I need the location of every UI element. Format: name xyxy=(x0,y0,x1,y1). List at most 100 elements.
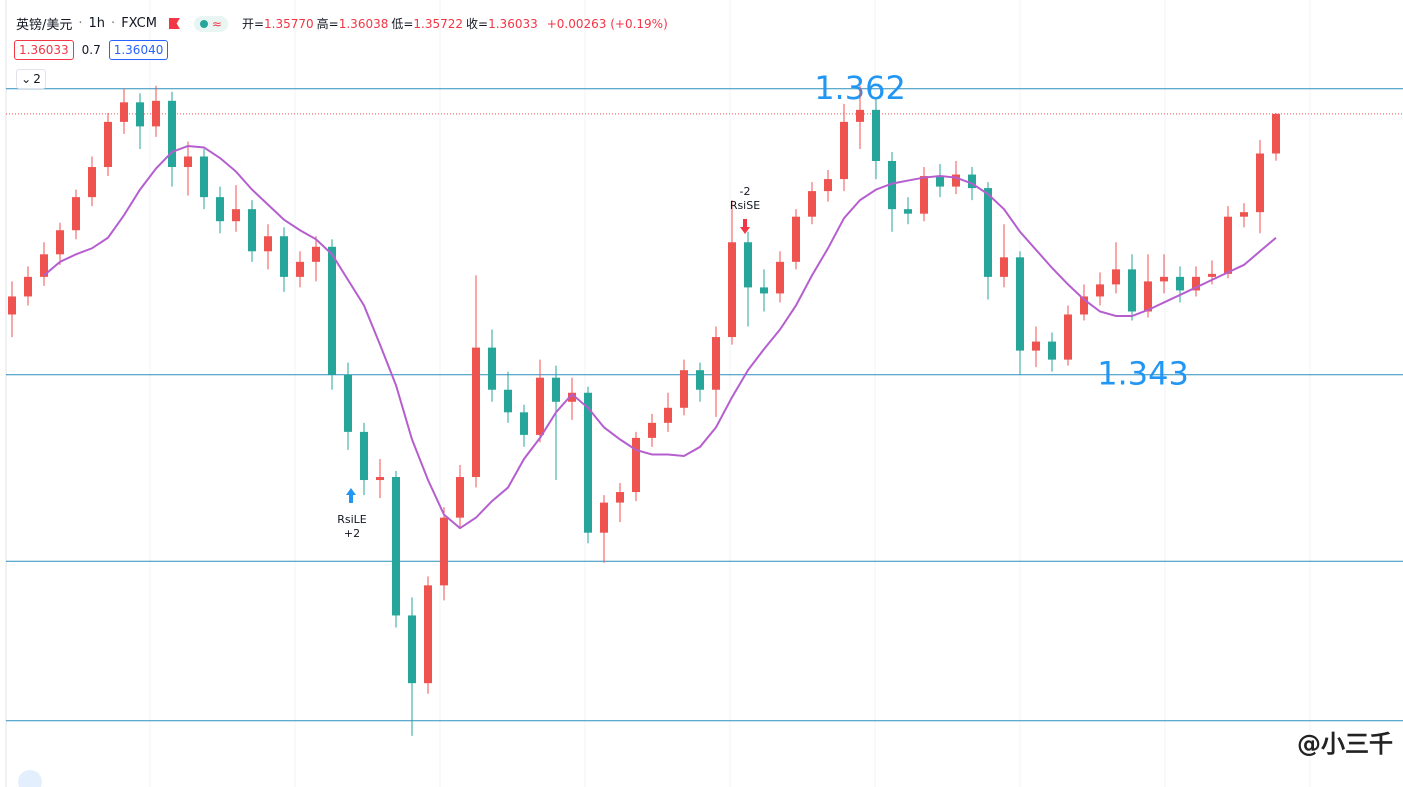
candle-body xyxy=(1176,276,1184,291)
candle-body xyxy=(264,236,272,252)
ohlc-value: 1.36033 xyxy=(488,17,538,31)
candle-body xyxy=(360,431,368,481)
candle-body xyxy=(296,261,304,277)
symbol[interactable]: 英镑/美元 xyxy=(16,18,73,33)
candle-body xyxy=(936,176,944,187)
ohlc-name: 低= xyxy=(391,17,414,31)
candle-body xyxy=(712,337,720,390)
candle-body xyxy=(824,179,832,192)
candle-body xyxy=(696,370,704,390)
candle-body xyxy=(136,102,144,127)
candle-body xyxy=(520,412,528,435)
candle-body xyxy=(632,437,640,493)
candle-body xyxy=(56,230,64,255)
candle-body xyxy=(728,242,736,338)
chevron: ⌄ xyxy=(21,72,32,86)
candle-body xyxy=(680,370,688,408)
candle-body xyxy=(24,276,32,297)
candle-body xyxy=(1256,153,1264,213)
candle-body xyxy=(168,100,176,168)
candle-body xyxy=(472,347,480,478)
candle-body xyxy=(1016,257,1024,351)
source: FXCM xyxy=(121,16,157,31)
candle-body xyxy=(216,197,224,222)
candle-body xyxy=(40,254,48,277)
candle-body xyxy=(920,176,928,214)
candle-body xyxy=(456,477,464,518)
candle-body xyxy=(1208,273,1216,277)
candle-body xyxy=(1160,276,1168,282)
candle-body xyxy=(808,191,816,217)
candle-body xyxy=(888,161,896,210)
ohlc-name: 收= xyxy=(466,17,489,31)
candle-body xyxy=(72,197,80,231)
status-pill[interactable]: ≈ xyxy=(193,15,228,32)
candle-body xyxy=(440,517,448,586)
candle-body xyxy=(616,492,624,503)
candle-body xyxy=(584,392,592,533)
moving-average xyxy=(43,144,1277,530)
candle-body xyxy=(968,174,976,189)
signal-long: RsiLE+2 xyxy=(337,488,367,540)
logo xyxy=(18,770,42,787)
ohlc-name: 高= xyxy=(316,17,339,31)
candle-body xyxy=(1112,269,1120,285)
candle-body xyxy=(904,209,912,214)
collapse-count: 2 xyxy=(33,72,41,86)
candle-body xyxy=(1240,212,1248,217)
candle-body xyxy=(120,102,128,122)
candle-body xyxy=(984,188,992,277)
separator: · xyxy=(78,16,83,31)
flag-icon[interactable] xyxy=(168,18,180,29)
candle-body xyxy=(1224,216,1232,274)
ask-button[interactable]: 1.36040 xyxy=(108,40,169,60)
ohlc: 开=1.35770 高=1.36038 低=1.35722 收=1.36033 xyxy=(242,15,541,32)
bid-button[interactable]: 1.36033 xyxy=(14,40,74,60)
interval[interactable]: 1h xyxy=(88,16,106,31)
ohlc-value: 1.36038 xyxy=(338,17,389,31)
candle-body xyxy=(760,287,768,294)
candle-body xyxy=(952,174,960,187)
candle-body xyxy=(792,216,800,262)
ohlc-name: 开= xyxy=(241,17,265,31)
candle-body xyxy=(408,615,416,684)
level-label: 1.343 xyxy=(1097,355,1189,393)
signal-arrow xyxy=(740,219,750,234)
signal-qty: +2 xyxy=(344,527,360,540)
watermark: @小三千 xyxy=(1297,730,1393,758)
candle-body xyxy=(568,392,576,402)
candle-body xyxy=(1000,257,1008,277)
signal-qty: -2 xyxy=(740,185,751,198)
candle-body xyxy=(1128,269,1136,312)
candle-body xyxy=(104,121,112,168)
market-dot xyxy=(199,19,208,28)
candle-body xyxy=(424,585,432,684)
candle-body xyxy=(744,242,752,288)
candle-body xyxy=(1144,281,1152,312)
signal-arrow xyxy=(346,488,356,503)
candle-body xyxy=(152,100,160,127)
candle-body xyxy=(1032,341,1040,351)
candle-body xyxy=(1080,296,1088,315)
candle-body xyxy=(280,236,288,277)
collapse-button[interactable]: ⌄ 2 xyxy=(16,69,46,89)
candle-body xyxy=(8,296,16,315)
candle-body xyxy=(248,209,256,252)
candle-body xyxy=(184,156,192,168)
candle-body xyxy=(1096,284,1104,297)
ohlc-value: 1.35722 xyxy=(413,17,464,31)
candle-body xyxy=(1192,276,1200,291)
candle-body xyxy=(88,167,96,198)
candle-body xyxy=(648,422,656,438)
candle-body xyxy=(200,156,208,198)
candle-body xyxy=(344,374,352,432)
spread: 0.7 xyxy=(81,43,101,57)
candle-body xyxy=(392,477,400,616)
candle-body xyxy=(1048,341,1056,360)
candle-body xyxy=(600,502,608,533)
candle-body xyxy=(232,209,240,222)
candle-body xyxy=(1064,314,1072,360)
